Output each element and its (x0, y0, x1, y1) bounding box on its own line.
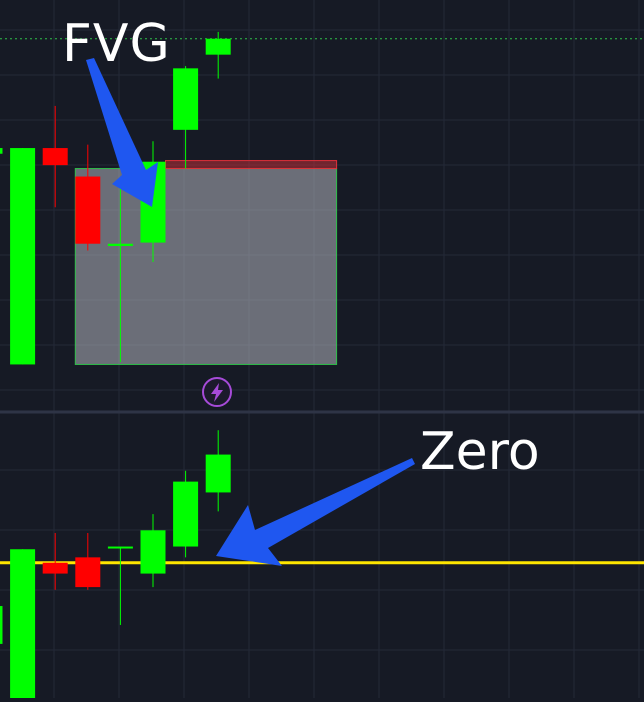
fvg-zone-box (74, 168, 338, 365)
oscillator-candle-body (42, 562, 68, 574)
alert-icon-bolt (211, 383, 223, 402)
price-candle-body (173, 68, 199, 130)
price-candle-body (10, 148, 36, 365)
oscillator-candle-body (10, 549, 36, 702)
level-lines (0, 38, 644, 565)
fvg-zone (74, 160, 338, 365)
oscillator-candle-body (107, 546, 133, 549)
price-candle-body (42, 148, 68, 166)
annotation-arrows (86, 58, 415, 566)
lightning-bolt-icon (202, 377, 232, 407)
price-candle-body (75, 176, 101, 244)
price-candle-body (107, 243, 133, 246)
oscillator-candle-body (173, 481, 199, 547)
oscillator-candle-body (0, 606, 3, 644)
oscillator-candle-body (205, 454, 231, 493)
zero-annotation-label: Zero (420, 422, 540, 482)
price-candle-body (205, 38, 231, 55)
zero-arrow (216, 458, 415, 566)
price-candle-body (0, 148, 3, 154)
fvg-arrow (86, 58, 158, 207)
fvg-annotation-label: FVG (62, 14, 171, 74)
price-candles (0, 31, 231, 365)
oscillator-candles (0, 430, 231, 702)
fvg-band (165, 160, 338, 170)
chart-icons (202, 377, 232, 407)
oscillator-candle-body (140, 530, 166, 574)
oscillator-candle-body (75, 557, 101, 588)
